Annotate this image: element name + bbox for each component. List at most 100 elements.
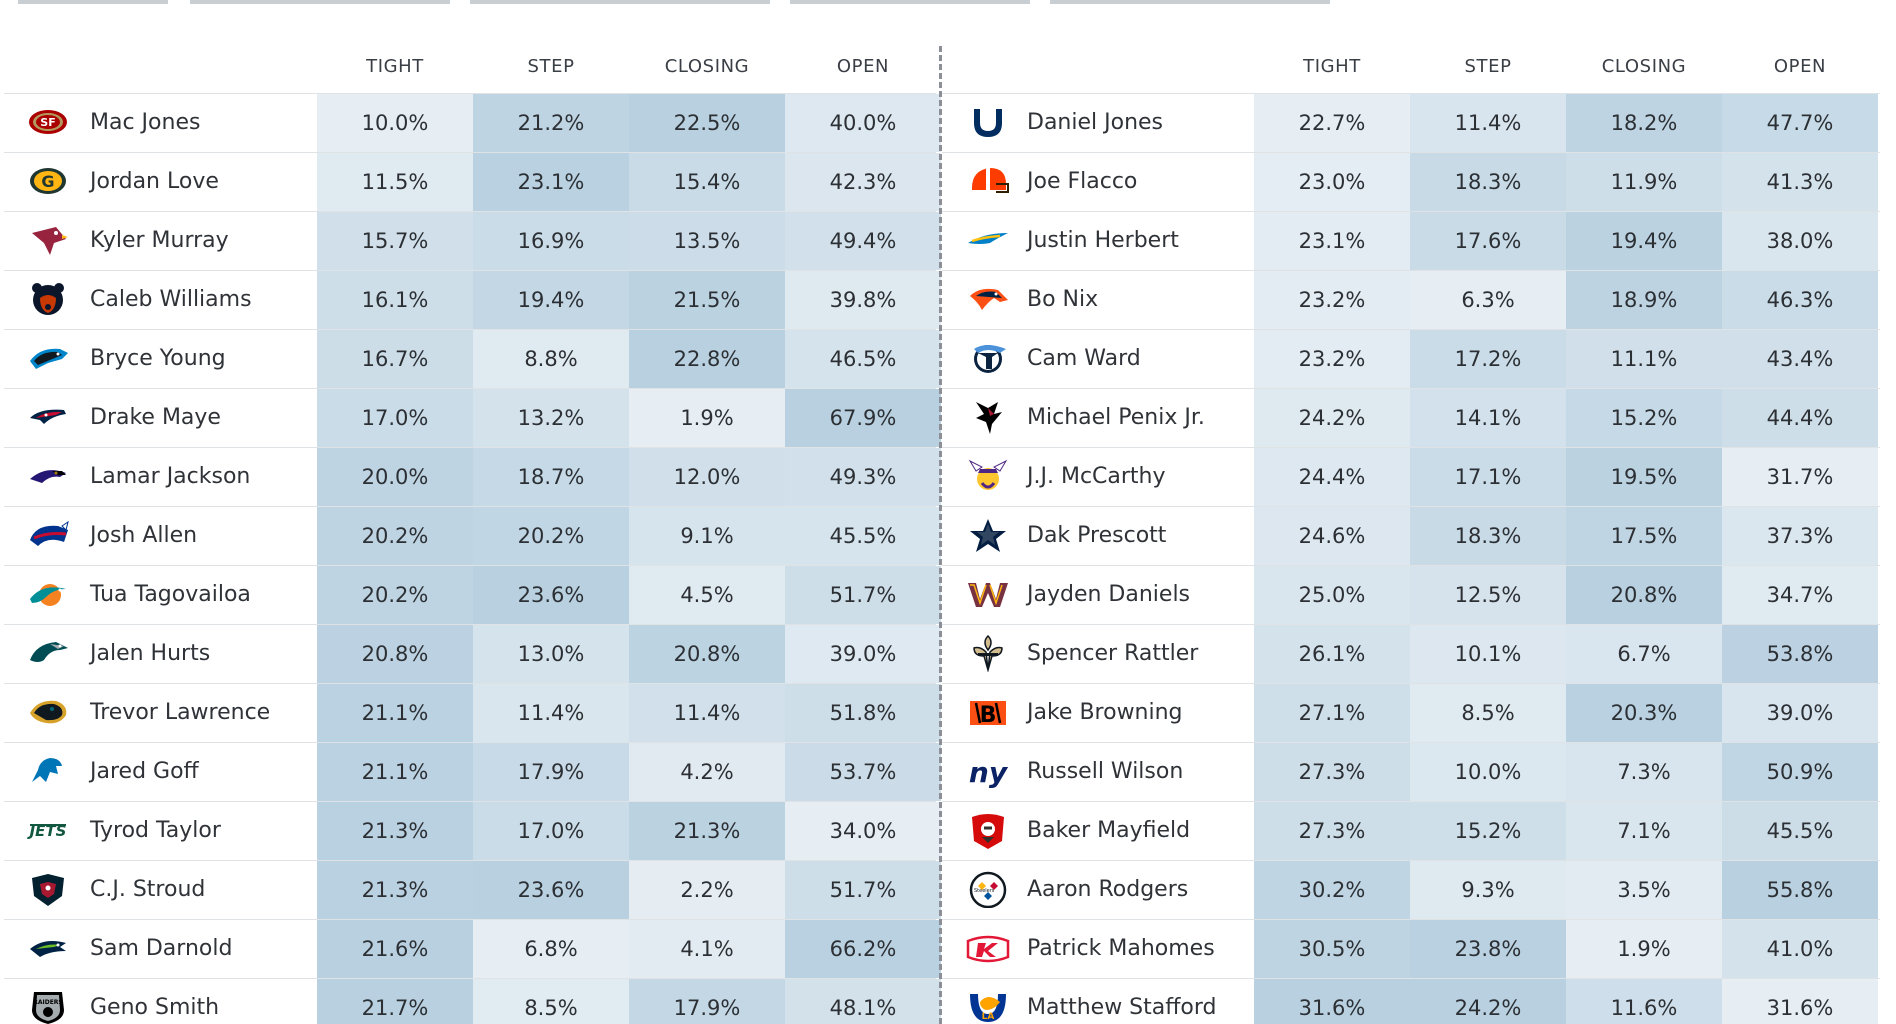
player-name: Michael Penix Jr. bbox=[1027, 405, 1205, 430]
table-row: Daniel Jones 22.7% 11.4% 18.2% 47.7% bbox=[942, 93, 1880, 152]
value-cell-open: 34.7% bbox=[1722, 566, 1878, 624]
value-cell-step: 17.1% bbox=[1410, 448, 1566, 506]
value-cell-closing: 4.5% bbox=[629, 566, 785, 624]
table-row: Caleb Williams 16.1% 19.4% 21.5% 39.8% bbox=[4, 270, 941, 329]
player-name: Jayden Daniels bbox=[1027, 582, 1191, 607]
player-name: Jake Browning bbox=[1027, 700, 1183, 725]
value-cell-tight: 24.2% bbox=[1254, 389, 1410, 447]
value-cell-closing: 11.4% bbox=[629, 684, 785, 742]
column-header-tight: TIGHT bbox=[1303, 56, 1361, 77]
value-cell-open: 51.8% bbox=[785, 684, 941, 742]
commanders-logo-icon bbox=[966, 575, 1010, 613]
value-cell-step: 14.1% bbox=[1410, 389, 1566, 447]
player-name: Daniel Jones bbox=[1027, 110, 1164, 135]
value-cell-tight: 21.6% bbox=[317, 920, 473, 978]
value-cell-open: 45.5% bbox=[785, 507, 941, 565]
value-cell-closing: 15.4% bbox=[629, 153, 785, 211]
value-cell-open: 46.3% bbox=[1722, 271, 1878, 329]
player-name: Jordan Love bbox=[90, 169, 219, 194]
value-cell-tight: 21.7% bbox=[317, 979, 473, 1024]
giants-logo-icon: ny bbox=[966, 752, 1010, 790]
value-cell-open: 41.0% bbox=[1722, 920, 1878, 978]
ravens-logo-icon bbox=[26, 457, 70, 495]
table-row: Spencer Rattler 26.1% 10.1% 6.7% 53.8% bbox=[942, 624, 1880, 683]
table-rows: SF Mac Jones 10.0% 21.2% 22.5% 40.0% G Jordan L… bbox=[4, 93, 941, 1024]
value-cell-open: 49.3% bbox=[785, 448, 941, 506]
value-cell-tight: 21.1% bbox=[317, 743, 473, 801]
player-name: Tua Tagovailoa bbox=[90, 582, 251, 607]
table-row: Patrick Mahomes 30.5% 23.8% 1.9% 41.0% bbox=[942, 919, 1880, 978]
table-row: SF Mac Jones 10.0% 21.2% 22.5% 40.0% bbox=[4, 93, 941, 152]
svg-text:LA: LA bbox=[982, 1012, 995, 1022]
svg-text:B: B bbox=[980, 703, 997, 728]
value-cell-tight: 23.2% bbox=[1254, 330, 1410, 388]
table-row: Trevor Lawrence 21.1% 11.4% 11.4% 51.8% bbox=[4, 683, 941, 742]
value-cell-closing: 21.5% bbox=[629, 271, 785, 329]
value-cell-closing: 20.3% bbox=[1566, 684, 1722, 742]
value-cell-open: 42.3% bbox=[785, 153, 941, 211]
value-cell-tight: 22.7% bbox=[1254, 94, 1410, 152]
value-cell-step: 17.6% bbox=[1410, 212, 1566, 270]
column-header-open: OPEN bbox=[836, 56, 890, 77]
column-header-tight: TIGHT bbox=[366, 56, 424, 77]
value-cell-tight: 10.0% bbox=[317, 94, 473, 152]
value-cell-closing: 9.1% bbox=[629, 507, 785, 565]
value-cell-closing: 4.1% bbox=[629, 920, 785, 978]
column-header-row: TIGHT STEP CLOSING OPEN bbox=[4, 40, 936, 93]
cowboys-logo-icon bbox=[966, 516, 1010, 554]
value-cell-step: 6.3% bbox=[1410, 271, 1566, 329]
table-row: Josh Allen 20.2% 20.2% 9.1% 45.5% bbox=[4, 506, 941, 565]
value-cell-tight: 11.5% bbox=[317, 153, 473, 211]
value-cell-tight: 20.2% bbox=[317, 566, 473, 624]
player-name: Bryce Young bbox=[90, 346, 226, 371]
value-cell-tight: 24.6% bbox=[1254, 507, 1410, 565]
value-cell-closing: 18.2% bbox=[1566, 94, 1722, 152]
patriots-logo-icon bbox=[26, 398, 70, 436]
table-row: Lamar Jackson 20.0% 18.7% 12.0% 49.3% bbox=[4, 447, 941, 506]
value-cell-tight: 21.3% bbox=[317, 861, 473, 919]
value-cell-step: 20.2% bbox=[473, 507, 629, 565]
table-row: ny Russell Wilson 27.3% 10.0% 7.3% 50.9% bbox=[942, 742, 1880, 801]
value-cell-open: 40.0% bbox=[785, 94, 941, 152]
svg-text:SF: SF bbox=[40, 116, 55, 129]
svg-text:Steelers: Steelers bbox=[974, 888, 995, 894]
table-row: Joe Flacco 23.0% 18.3% 11.9% 41.3% bbox=[942, 152, 1880, 211]
player-name: Justin Herbert bbox=[1027, 228, 1179, 253]
49ers-logo-icon: SF bbox=[26, 103, 70, 141]
value-cell-closing: 11.1% bbox=[1566, 330, 1722, 388]
value-cell-closing: 17.9% bbox=[629, 979, 785, 1024]
player-name: Dak Prescott bbox=[1027, 523, 1167, 548]
value-cell-tight: 16.1% bbox=[317, 271, 473, 329]
cropped-subtitle-strip bbox=[0, 0, 1340, 6]
value-cell-step: 19.4% bbox=[473, 271, 629, 329]
value-cell-open: 51.7% bbox=[785, 566, 941, 624]
value-cell-tight: 27.3% bbox=[1254, 802, 1410, 860]
value-cell-open: 48.1% bbox=[785, 979, 941, 1024]
value-cell-open: 31.6% bbox=[1722, 979, 1878, 1024]
colts-logo-icon bbox=[966, 103, 1010, 141]
value-cell-step: 23.6% bbox=[473, 566, 629, 624]
value-cell-open: 31.7% bbox=[1722, 448, 1878, 506]
table-row: Bryce Young 16.7% 8.8% 22.8% 46.5% bbox=[4, 329, 941, 388]
jets-logo-icon: JETS bbox=[26, 811, 70, 849]
column-header-step: STEP bbox=[1464, 56, 1512, 77]
buccaneers-logo-icon bbox=[966, 811, 1010, 849]
value-cell-closing: 22.5% bbox=[629, 94, 785, 152]
steelers-logo-icon: Steelers bbox=[966, 870, 1010, 909]
bears-logo-icon bbox=[26, 280, 70, 318]
value-cell-open: 45.5% bbox=[1722, 802, 1878, 860]
seahawks-logo-icon bbox=[26, 929, 70, 967]
value-cell-tight: 15.7% bbox=[317, 212, 473, 270]
value-cell-step: 10.1% bbox=[1410, 625, 1566, 683]
vikings-logo-icon bbox=[966, 457, 1010, 495]
rams-logo-icon: LA bbox=[966, 988, 1010, 1024]
bengals-logo-icon: B bbox=[966, 693, 1010, 731]
value-cell-tight: 20.0% bbox=[317, 448, 473, 506]
value-cell-open: 55.8% bbox=[1722, 861, 1878, 919]
player-name: Josh Allen bbox=[90, 523, 198, 548]
value-cell-step: 11.4% bbox=[1410, 94, 1566, 152]
value-cell-open: 39.0% bbox=[785, 625, 941, 683]
table-row: RAIDERS Geno Smith 21.7% 8.5% 17.9% 48.1% bbox=[4, 978, 941, 1024]
player-name: Jared Goff bbox=[90, 759, 199, 784]
value-cell-step: 10.0% bbox=[1410, 743, 1566, 801]
